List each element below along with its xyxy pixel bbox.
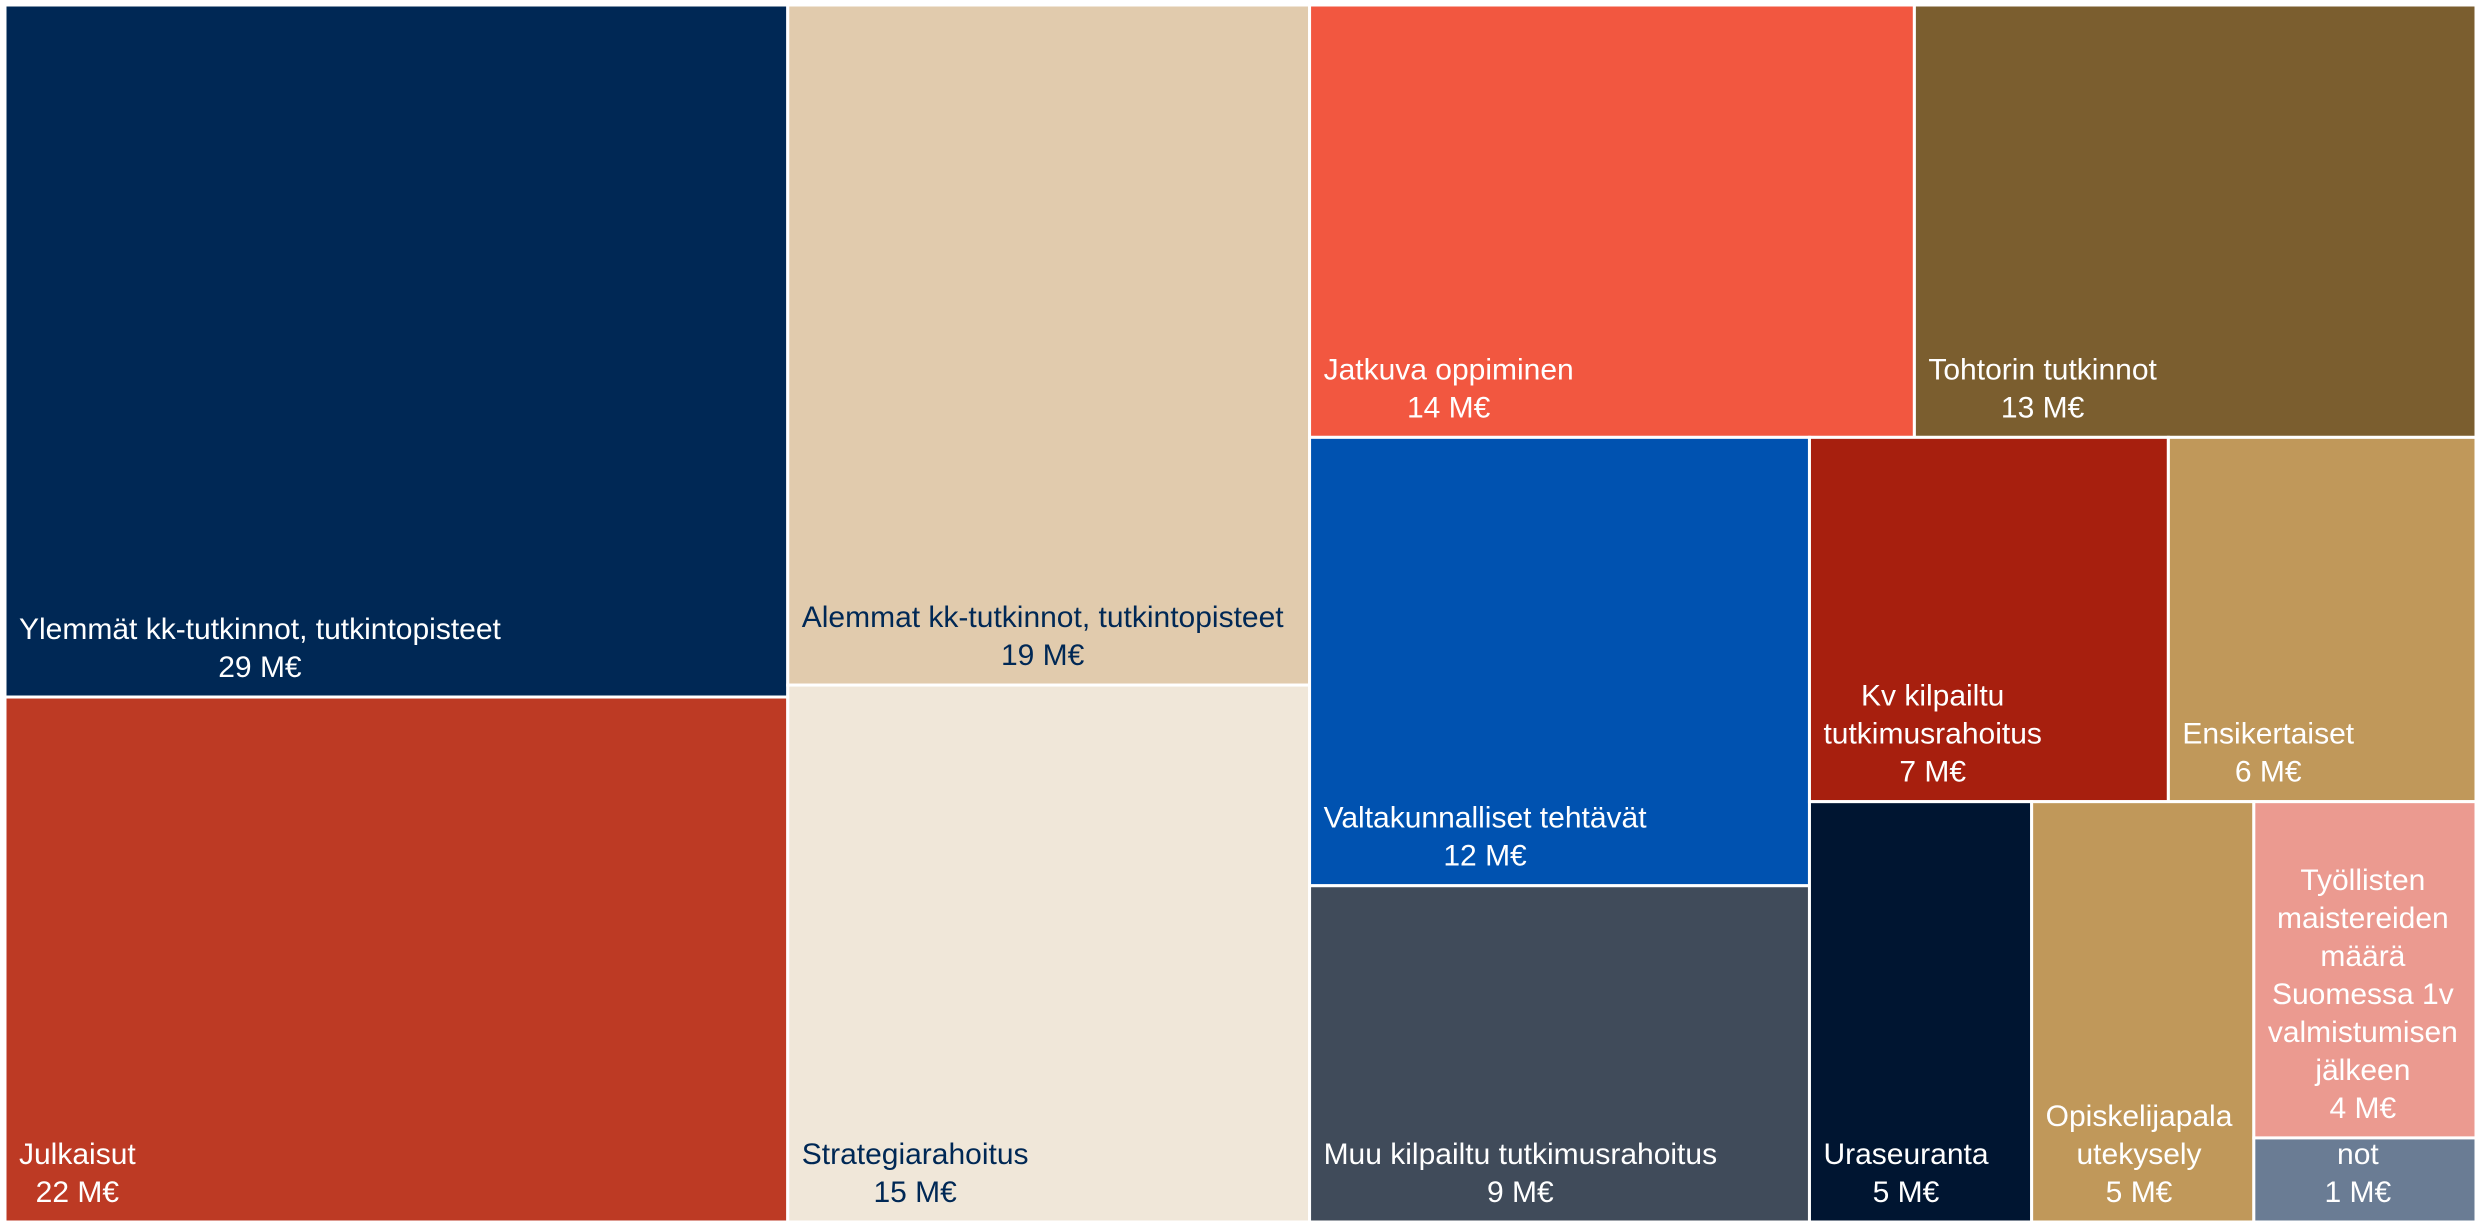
tile-label-line: Muu kilpailtu tutkimusrahoitus <box>1324 1138 1718 1171</box>
tile-label-line: Julkaisut <box>19 1138 136 1171</box>
tile-label-line: jälkeen <box>2314 1054 2410 1087</box>
tile-labels: Ylemmät kk-tutkinnot, tutkintopisteet 29 … <box>19 613 502 684</box>
tile-label: Julkaisut <box>19 1138 136 1171</box>
tile-value: 9 M€ <box>1487 1176 1554 1209</box>
tile-value: 29 M€ <box>218 651 302 684</box>
tile-label: Uraseuranta <box>1823 1138 1988 1171</box>
tile-rect <box>786 683 1312 1224</box>
tile-labels: Uraseuranta 5 M€ <box>1823 1138 1988 1209</box>
tile-label-line: utekysely <box>2077 1138 2202 1171</box>
tile-label-line: Valtakunnalliset tehtävät <box>1324 802 1648 835</box>
tile-label-line: Uraseuranta <box>1823 1138 1988 1171</box>
tile: Työllisten maistereiden määrä Suomessa 1v va… <box>2252 800 2478 1140</box>
tile: Ylemmät kk-tutkinnot, tutkintopisteet 29 … <box>3 3 790 699</box>
tile-label-line: Strategiarahoitus <box>802 1138 1029 1171</box>
tile-labels: Ensikertaiset 6 M€ <box>2182 718 2354 789</box>
tile-value: 7 M€ <box>1899 756 1966 789</box>
tile: Yhteistyöopinnot 1 M€ <box>2252 1100 2478 1224</box>
tile-label-line: Alemmat kk-tutkinnot, tutkintopisteet <box>802 601 1285 634</box>
tile-label-line: valmistumisen <box>2268 1016 2458 1049</box>
tile-value: 19 M€ <box>1001 639 1085 672</box>
tile-label: Alemmat kk-tutkinnot, tutkintopisteet <box>802 601 1285 634</box>
tile-label: Yhteistyöopinnot <box>2268 1100 2448 1171</box>
tile-label: Valtakunnalliset tehtävät <box>1324 802 1648 835</box>
tile-label-line: maistereiden <box>2277 902 2449 935</box>
tile-label-line: Suomessa 1v <box>2272 978 2454 1011</box>
tile-label-line: Ylemmät kk-tutkinnot, tutkintopisteet <box>19 613 502 646</box>
tile-rect <box>2166 435 2478 804</box>
tile-label-line: not <box>2337 1138 2379 1171</box>
tile-value: 6 M€ <box>2235 756 2302 789</box>
tile: Muu kilpailtu tutkimusrahoitus 9 M€ <box>1308 884 1811 1224</box>
tile-value: 5 M€ <box>2106 1176 2173 1209</box>
tile: Kv kilpailtu tutkimusrahoitus 7 M€ <box>1807 435 2170 804</box>
tile: Alemmat kk-tutkinnot, tutkintopisteet 19 … <box>786 3 1312 687</box>
tile-label-line: Ensikertaiset <box>2182 718 2354 751</box>
tile-rect <box>3 695 790 1224</box>
tile-label: Jatkuva oppiminen <box>1324 353 1574 386</box>
tile-value: 1 M€ <box>2325 1176 2392 1209</box>
tile-labels: Muu kilpailtu tutkimusrahoitus 9 M€ <box>1324 1138 1718 1209</box>
tile-rect <box>2030 800 2256 1224</box>
tile-rect <box>3 3 790 699</box>
tile-labels: Opiskelijapala utekysely 5 M€ <box>2046 1100 2233 1209</box>
tile: Jatkuva oppiminen 14 M€ <box>1308 3 1916 439</box>
tile-labels: Yhteistyöopinnot 1 M€ <box>2268 1100 2448 1209</box>
tile-rect <box>1807 800 2034 1224</box>
tile-value: 5 M€ <box>1873 1176 1940 1209</box>
tile-label: Strategiarahoitus <box>802 1138 1029 1171</box>
tile: Opiskelijapala utekysely 5 M€ <box>2030 800 2256 1224</box>
tile-labels: Työllisten maistereiden määrä Suomessa 1v va… <box>2268 864 2458 1125</box>
tile-label: Ensikertaiset <box>2182 718 2354 751</box>
tile-labels: Tohtorin tutkinnot 13 M€ <box>1928 353 2157 424</box>
tile-rect <box>1807 435 2170 804</box>
tile: Uraseuranta 5 M€ <box>1807 800 2034 1224</box>
tile-label-line: Opiskelijapala <box>2046 1100 2233 1133</box>
tile: Julkaisut 22 M€ <box>3 695 790 1224</box>
tile-rect <box>1912 3 2478 439</box>
tile-label: Kv kilpailtu tutkimusrahoitus <box>1823 680 2041 751</box>
tile: Tohtorin tutkinnot 13 M€ <box>1912 3 2478 439</box>
tile-value: 14 M€ <box>1407 391 1491 424</box>
tile-label-line: Jatkuva oppiminen <box>1324 353 1574 386</box>
tile-label-line: määrä <box>2320 940 2405 973</box>
tile-value: 4 M€ <box>2330 1092 2397 1125</box>
tile: Valtakunnalliset tehtävät 12 M€ <box>1308 435 1811 888</box>
tile-labels: Jatkuva oppiminen 14 M€ <box>1324 353 1574 424</box>
tile-labels: Kv kilpailtu tutkimusrahoitus 7 M€ <box>1823 680 2041 789</box>
tile-rect <box>1308 884 1811 1224</box>
tile-labels: Julkaisut 22 M€ <box>19 1138 136 1209</box>
tile-label: Ylemmät kk-tutkinnot, tutkintopisteet <box>19 613 502 646</box>
tile: Strategiarahoitus 15 M€ <box>786 683 1312 1224</box>
tile-label: Muu kilpailtu tutkimusrahoitus <box>1324 1138 1718 1171</box>
tile-label-line: Kv kilpailtu <box>1861 680 2004 713</box>
tile-value: 22 M€ <box>36 1176 120 1209</box>
tile-rect <box>1308 3 1916 439</box>
tile-label: Tohtorin tutkinnot <box>1928 353 2157 386</box>
tile-labels: Strategiarahoitus 15 M€ <box>802 1138 1029 1209</box>
tile-label-line: Tohtorin tutkinnot <box>1928 353 2157 386</box>
tile-label: Työllisten maistereiden määrä Suomessa 1v va… <box>2268 864 2458 1087</box>
tile-value: 15 M€ <box>873 1176 957 1209</box>
tile-value: 13 M€ <box>2001 391 2085 424</box>
tile-label-line: Työllisten <box>2300 864 2425 897</box>
tile-labels: Alemmat kk-tutkinnot, tutkintopisteet 19 … <box>802 601 1285 672</box>
tile-label-line: tutkimusrahoitus <box>1823 718 2041 751</box>
tile-rect <box>1308 435 1811 888</box>
tile-rect <box>2252 800 2478 1140</box>
tile: Ensikertaiset 6 M€ <box>2166 435 2478 804</box>
tile-labels: Valtakunnalliset tehtävät 12 M€ <box>1324 802 1648 873</box>
tile-label: Opiskelijapala utekysely <box>2046 1100 2233 1171</box>
tile-value: 12 M€ <box>1443 840 1527 873</box>
tile-rect <box>786 3 1312 687</box>
tile-rect <box>2252 1136 2478 1224</box>
